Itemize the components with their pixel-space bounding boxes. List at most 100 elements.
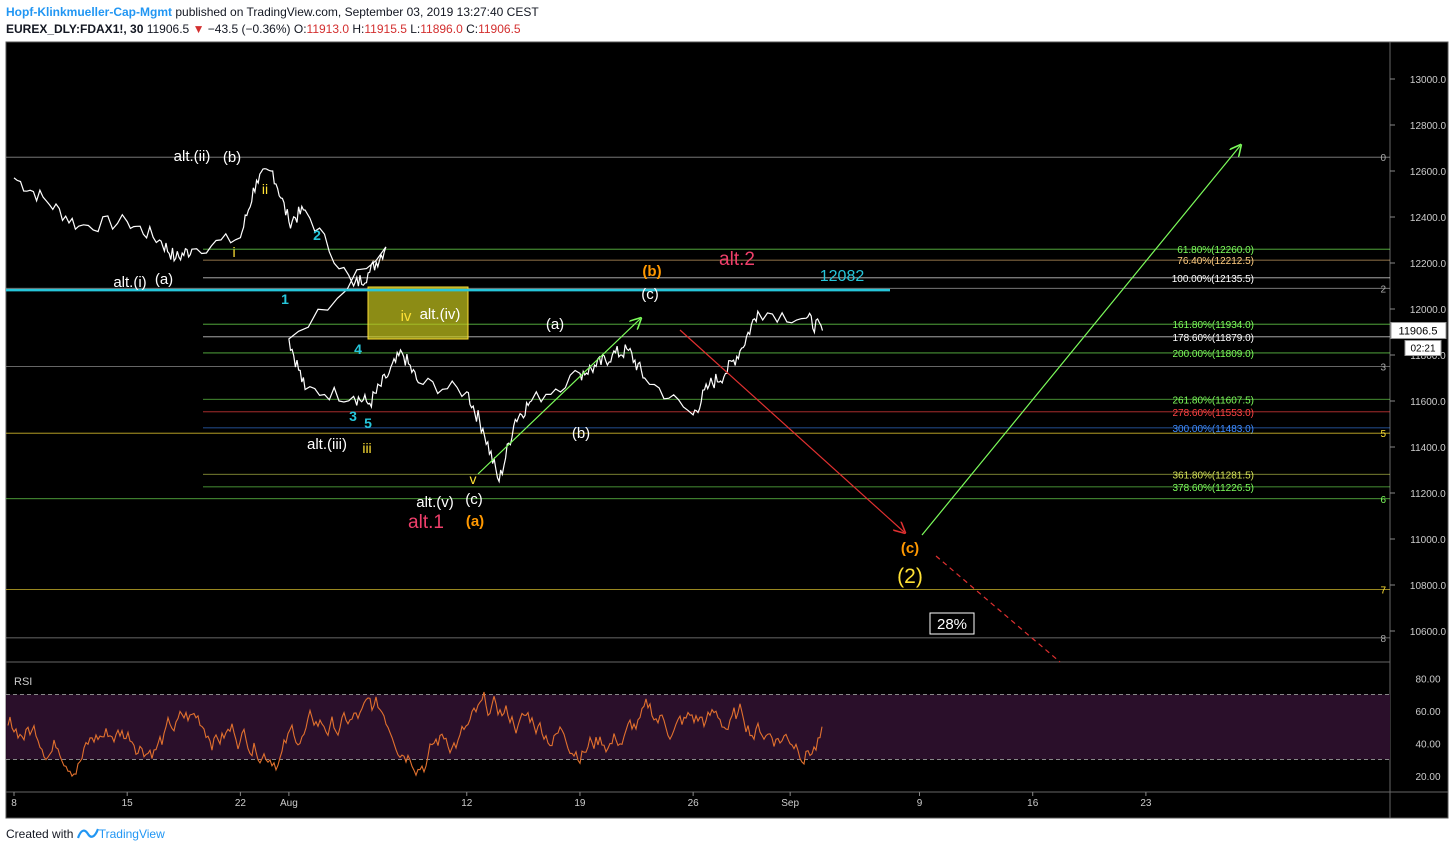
fib-label-1: 76.40%(12212.5) xyxy=(1177,256,1254,267)
label-cyan-5: 5 xyxy=(364,415,372,431)
fib-label-6: 261.80%(11607.5) xyxy=(1172,395,1254,406)
ytick-label-3: 11200.0 xyxy=(1410,489,1446,500)
xtick-label-7: Sep xyxy=(781,798,799,809)
down-arrow-icon: ▼ xyxy=(192,22,205,36)
high-value: 11915.5 xyxy=(364,22,407,36)
time-axis: 8 15 22 Aug 12 19 26 Sep 9 16 23 xyxy=(11,792,1152,809)
label-b-mid: (b) xyxy=(572,425,590,442)
green-arrow-2 xyxy=(921,146,1240,536)
rsi-tick-3: 20.00 xyxy=(1415,772,1440,783)
label-alt-ii: alt.(ii) xyxy=(174,148,211,165)
xtick-label-2: 22 xyxy=(235,798,247,809)
symbol-label: EUREX_DLY:FDAX1!, 30 xyxy=(6,22,144,36)
outer-fib-label-6: 8 xyxy=(1380,634,1386,645)
open-label: O: xyxy=(293,22,307,36)
xtick-label-3: Aug xyxy=(280,798,298,809)
last-price: 11906.5 xyxy=(146,22,190,36)
xtick-label-1: 15 xyxy=(122,798,134,809)
pct-box-label: 28% xyxy=(937,616,967,633)
fib-label-4: 178.60%(11879.0) xyxy=(1172,333,1254,344)
close-label: C: xyxy=(466,22,479,36)
last-price-tag xyxy=(1390,322,1447,340)
rsi-tick-0: 80.00 xyxy=(1415,674,1440,685)
tradingview-logo-icon[interactable] xyxy=(76,827,99,843)
label-b-top: (b) xyxy=(223,149,241,166)
published-text: published on TradingView.com, September … xyxy=(175,5,539,19)
label-iii: iii xyxy=(362,440,371,456)
label-alt-i: alt.(i) xyxy=(113,274,146,291)
red-arrow xyxy=(679,329,904,532)
fib-label-3: 161.80%(11934.0) xyxy=(1172,320,1254,331)
fib-label-0: 61.80%(12260.0) xyxy=(1177,245,1254,256)
label-c-low: (c) xyxy=(465,491,483,508)
ytick-label-7: 12000.0 xyxy=(1410,305,1447,316)
label-i: i xyxy=(232,244,235,260)
countdown-tag xyxy=(1404,340,1442,357)
ytick-label-5: 11600.0 xyxy=(1410,397,1446,408)
fib-label-8: 300.00%(11483.0) xyxy=(1172,424,1254,435)
fib-label-7: 278.60%(11553.0) xyxy=(1172,408,1254,419)
outer-fib-label-3: 5 xyxy=(1380,429,1386,440)
red-dashed-projection xyxy=(935,555,1061,663)
symbol-info: EUREX_DLY:FDAX1!, 30 11906.5 ▼ −43.5 (−0… xyxy=(6,22,521,36)
xtick-label-0: 8 xyxy=(11,798,17,809)
low-label: L: xyxy=(410,22,421,36)
label-cyan-4: 4 xyxy=(354,341,362,357)
created-with-text: Created with xyxy=(6,827,74,842)
tradingview-brand[interactable]: TradingView xyxy=(98,827,165,842)
outer-fib-label-4: 6 xyxy=(1380,495,1386,506)
label-alt-v: alt.(v) xyxy=(416,494,454,511)
countdown-text: 02:21 xyxy=(1410,344,1435,355)
wave-labels: alt.(ii) (b) ii i 2 alt.(i) (a) 1 iv alt… xyxy=(113,148,923,588)
xtick-label-10: 23 xyxy=(1140,798,1152,809)
rsi-tick-2: 40.00 xyxy=(1415,739,1440,750)
xtick-label-6: 26 xyxy=(688,798,700,809)
outer-fib-label-1: 2 xyxy=(1380,284,1386,295)
label-alt-iv: alt.(iv) xyxy=(420,306,461,323)
xtick-label-5: 19 xyxy=(574,798,586,809)
price-change: −43.5 (−0.36%) xyxy=(207,22,291,36)
outer-fib-label-2: 3 xyxy=(1380,363,1386,374)
fib-levels: 61.80%(12260.0)76.40%(12212.5) 100.00%(12… xyxy=(6,153,1390,645)
label-cyan-1: 1 xyxy=(281,291,289,307)
high-label: H: xyxy=(352,22,365,36)
footer: Created with TradingView xyxy=(6,827,165,843)
fib-label-9: 361.80%(11281.5) xyxy=(1172,470,1254,481)
outer-fib-label-0: 0 xyxy=(1380,153,1386,164)
rsi-band xyxy=(6,694,1390,760)
label-alt-2: alt.2 xyxy=(719,249,755,270)
label-c-top: (c) xyxy=(641,286,659,303)
rsi-tick-1: 60.00 xyxy=(1415,707,1440,718)
pct-box xyxy=(929,612,975,635)
xtick-label-9: 16 xyxy=(1027,798,1039,809)
green-arrow-1 xyxy=(477,319,640,475)
price-axis: 10600.0 10800.0 11000.0 11200.0 11400.0 11600… xyxy=(1390,75,1447,638)
fib-label-10: 378.60%(11226.5) xyxy=(1172,483,1254,494)
author-name[interactable]: Hopf-Klinkmueller-Cap-Mgmt xyxy=(6,5,172,19)
outer-fib-label-5: 7 xyxy=(1380,586,1386,597)
xtick-label-4: 12 xyxy=(461,798,473,809)
chart-background xyxy=(5,41,1449,819)
fib-label-2: 100.00%(12135.5) xyxy=(1172,274,1254,285)
label-c-orange: (c) xyxy=(901,540,919,557)
label-a-left: (a) xyxy=(155,271,173,288)
publish-info: Hopf-Klinkmueller-Cap-Mgmt published on … xyxy=(6,5,539,19)
ytick-label-4: 11400.0 xyxy=(1410,443,1446,454)
fib-label-5: 200.00%(11809.0) xyxy=(1172,349,1254,360)
xtick-label-8: 9 xyxy=(917,798,923,809)
label-cyan-3: 3 xyxy=(349,408,357,424)
ytick-label-1: 10800.0 xyxy=(1410,581,1447,592)
rsi-series xyxy=(7,691,823,778)
rsi-label: RSI xyxy=(14,676,32,688)
ytick-label-12: 13000.0 xyxy=(1410,75,1447,86)
cyan-level-label: 12082 xyxy=(820,268,865,285)
rsi-axis: 80.00 60.00 40.00 20.00 xyxy=(1415,674,1440,783)
label-v: v xyxy=(470,471,477,487)
close-value: 11906.5 xyxy=(478,22,521,36)
label-b-orange: (b) xyxy=(642,263,661,280)
ytick-label-0: 10600.0 xyxy=(1410,627,1447,638)
label-alt-1: alt.1 xyxy=(408,512,444,533)
label-iv: iv xyxy=(401,308,412,325)
last-price-tag-text: 11906.5 xyxy=(1399,326,1438,338)
